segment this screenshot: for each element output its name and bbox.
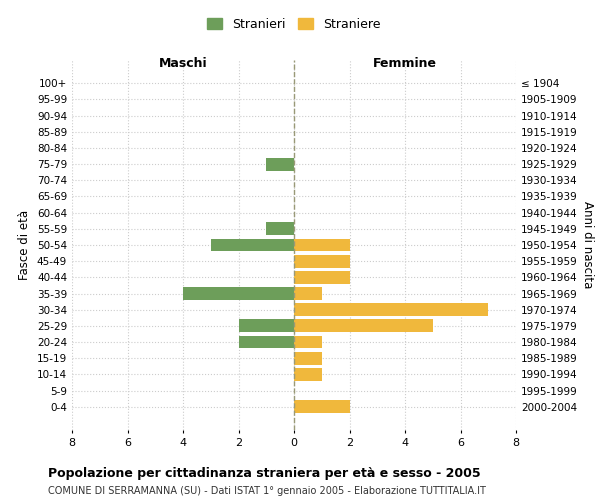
Legend: Stranieri, Straniere: Stranieri, Straniere	[207, 18, 381, 31]
Bar	[294, 400, 349, 413]
Bar	[294, 303, 488, 316]
Text: Femmine: Femmine	[373, 58, 437, 70]
Bar	[294, 287, 322, 300]
Y-axis label: Anni di nascita: Anni di nascita	[581, 202, 594, 288]
Bar	[294, 352, 322, 364]
Bar	[294, 271, 349, 284]
Bar	[266, 158, 294, 170]
Bar	[294, 238, 349, 252]
Text: COMUNE DI SERRAMANNA (SU) - Dati ISTAT 1° gennaio 2005 - Elaborazione TUTTITALIA: COMUNE DI SERRAMANNA (SU) - Dati ISTAT 1…	[48, 486, 486, 496]
Bar	[239, 336, 294, 348]
Text: Popolazione per cittadinanza straniera per età e sesso - 2005: Popolazione per cittadinanza straniera p…	[48, 468, 481, 480]
Text: Maschi: Maschi	[158, 58, 208, 70]
Bar	[239, 320, 294, 332]
Bar	[294, 320, 433, 332]
Bar	[211, 238, 294, 252]
Bar	[294, 336, 322, 348]
Y-axis label: Fasce di età: Fasce di età	[19, 210, 31, 280]
Bar	[183, 287, 294, 300]
Bar	[294, 254, 349, 268]
Bar	[294, 368, 322, 381]
Bar	[266, 222, 294, 235]
